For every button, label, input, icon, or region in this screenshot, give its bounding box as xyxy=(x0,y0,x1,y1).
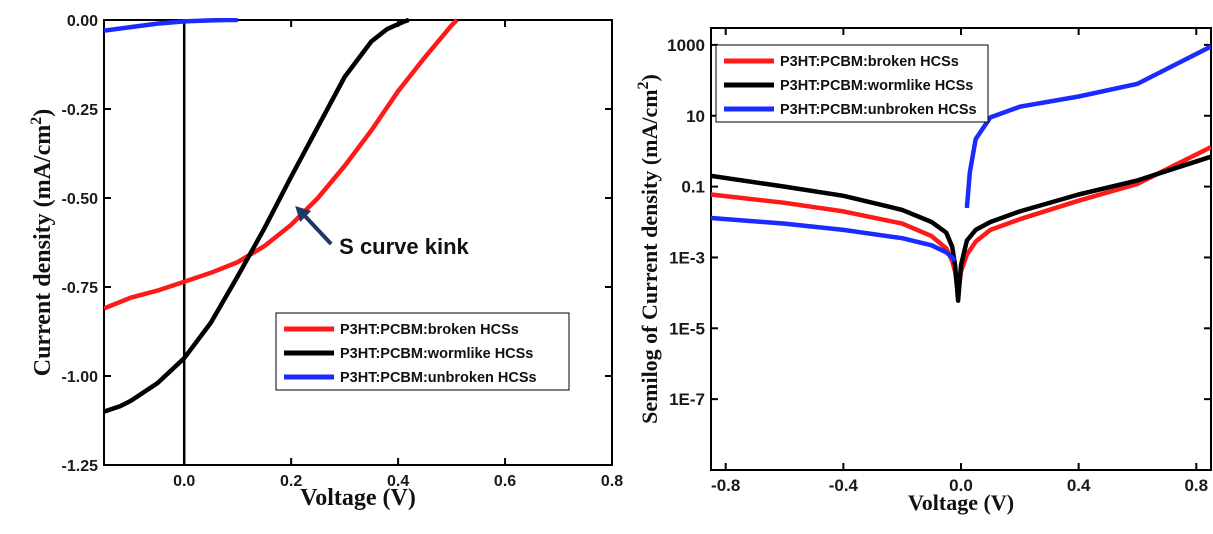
x-tick-label: 0.8 xyxy=(601,473,623,490)
x-tick-label: -0.4 xyxy=(829,476,859,495)
y-tick-label: -0.25 xyxy=(62,102,99,119)
y-tick-label: 10 xyxy=(686,107,705,126)
series-line xyxy=(711,154,1211,303)
legend-label: P3HT:PCBM:broken HCSs xyxy=(780,54,959,70)
y-axis-label-sup: 2 xyxy=(28,117,45,125)
y-axis-label: Current density (mA/cm2) xyxy=(28,109,56,377)
series-line xyxy=(104,18,238,33)
x-tick-label: 0.6 xyxy=(494,473,516,490)
y-axis-label: Semilog of Current density (mA/cm2) xyxy=(635,74,662,424)
y-axis-label-sup: 2 xyxy=(635,81,652,89)
y-axis-label-main: Current density (mA/cm xyxy=(30,125,56,377)
y-tick-label: -1.00 xyxy=(62,369,99,386)
legend-label: P3HT:PCBM:wormlike HCSs xyxy=(780,78,973,94)
y-tick-label: -0.50 xyxy=(62,191,99,208)
series-line-unbroken-positive xyxy=(964,44,1211,209)
y-axis-label-close: ) xyxy=(30,109,56,117)
annotation-text: S curve kink xyxy=(339,234,469,259)
series-line xyxy=(104,18,459,311)
y-tick-label: 1000 xyxy=(667,36,705,55)
annotation-arrow xyxy=(299,210,333,246)
x-axis-label: Voltage (V) xyxy=(908,490,1014,515)
legend-label: P3HT:PCBM:broken HCSs xyxy=(340,322,519,338)
x-tick-label: 0.8 xyxy=(1184,476,1208,495)
series-line xyxy=(104,18,410,414)
series-line-unbroken-negative xyxy=(711,215,957,263)
y-tick-label: -1.25 xyxy=(62,458,99,475)
y-tick-label: 1E-7 xyxy=(669,390,705,409)
x-tick-label: 0.2 xyxy=(280,473,302,490)
x-tick-label: 0.0 xyxy=(173,473,195,490)
x-tick-label: -0.8 xyxy=(711,476,740,495)
y-tick-label: 0.00 xyxy=(67,13,98,30)
legend-label: P3HT:PCBM:unbroken HCSs xyxy=(340,370,537,386)
y-tick-label: 1E-3 xyxy=(669,248,705,267)
plot-frame xyxy=(103,19,613,466)
x-tick-label: 0.4 xyxy=(1067,476,1091,495)
legend-label: P3HT:PCBM:wormlike HCSs xyxy=(340,346,533,362)
semilog-jv-chart: -0.8 -0.4 0.0 0.4 0.8 1000 10 0.1 1E-3 1E-5 1E-7 Vo… xyxy=(635,27,1212,515)
y-tick-label: 1E-5 xyxy=(669,319,705,338)
y-axis-label-main: Semilog of Current density (mA/cm xyxy=(637,89,662,423)
annotation-arrowhead xyxy=(295,206,312,222)
y-tick-label: -0.75 xyxy=(62,280,99,297)
y-tick-label: 0.1 xyxy=(681,178,705,197)
x-tick-label: 0.0 xyxy=(949,476,973,495)
legend-label: P3HT:PCBM:unbroken HCSs xyxy=(780,102,977,118)
x-tick-label: 0.4 xyxy=(387,473,409,490)
jv-curve-chart: 0.0 0.2 0.4 0.6 0.8 0.00 -0.25 -0.50 -0.75 -1.00 -… xyxy=(28,13,623,511)
x-axis-label: Voltage (V) xyxy=(300,485,416,511)
y-axis-label-close: ) xyxy=(637,74,662,81)
